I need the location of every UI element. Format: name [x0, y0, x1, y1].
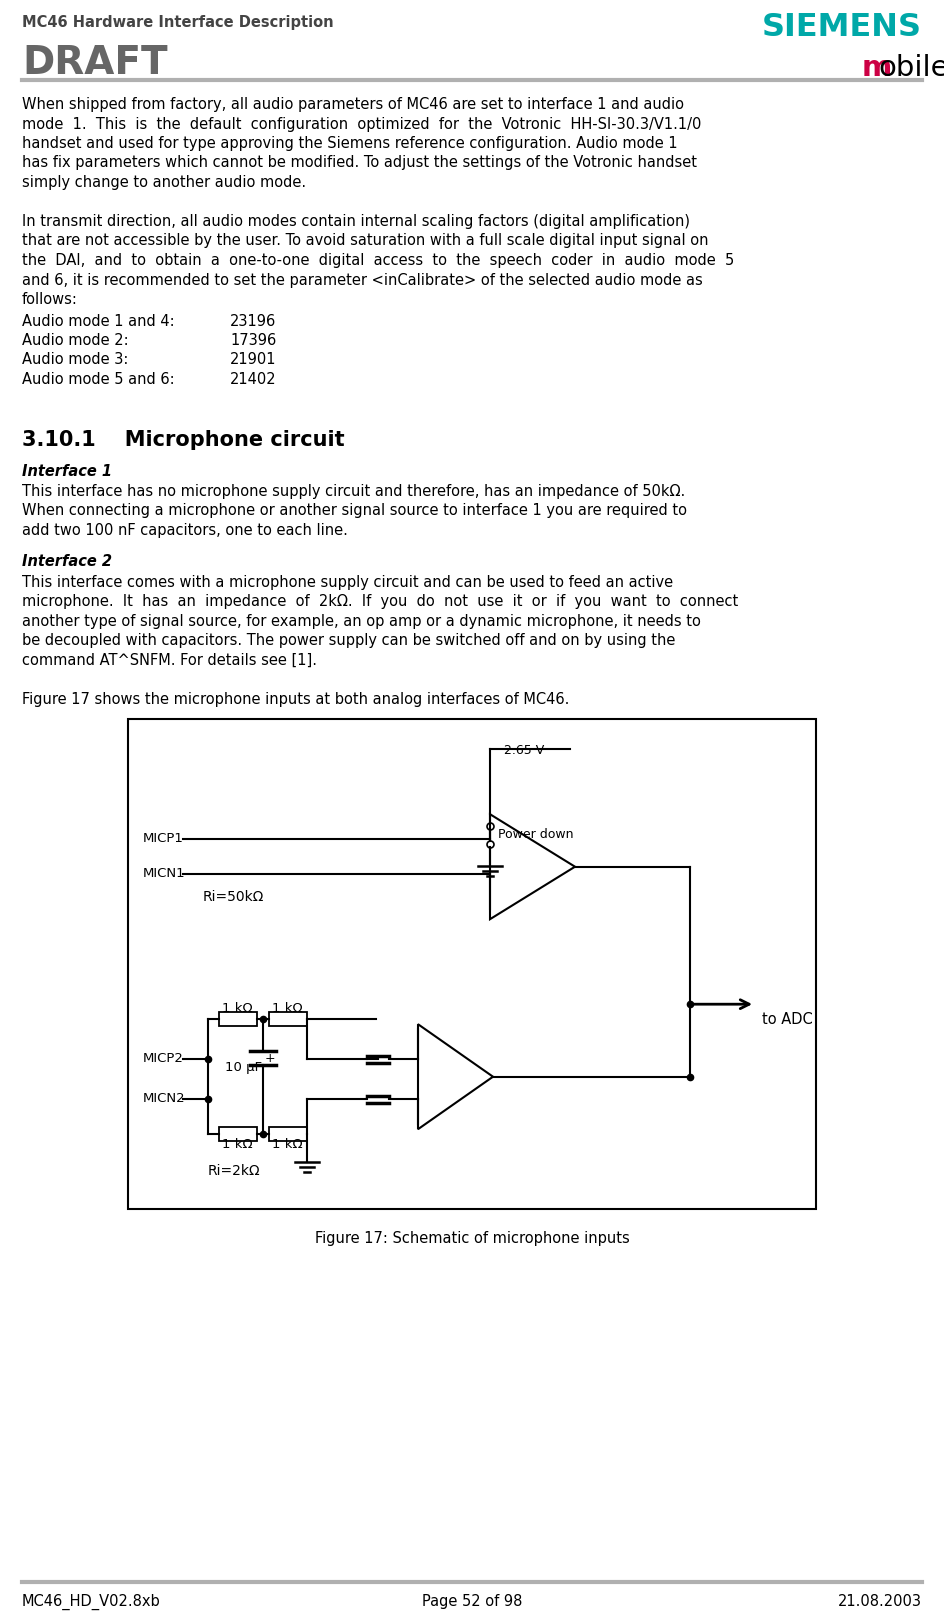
Bar: [219, 1012, 257, 1026]
Text: MC46 Hardware Interface Description: MC46 Hardware Interface Description: [22, 15, 333, 31]
Text: MICP1: MICP1: [143, 832, 184, 845]
Text: follows:: follows:: [22, 292, 77, 307]
Text: to ADC: to ADC: [762, 1012, 813, 1028]
Text: 10 µF: 10 µF: [225, 1062, 262, 1075]
Text: Interface 2: Interface 2: [22, 554, 112, 569]
Text: MC46_HD_V02.8xb: MC46_HD_V02.8xb: [22, 1593, 160, 1610]
Text: 2.65 V: 2.65 V: [504, 745, 545, 758]
Text: the  DAI,  and  to  obtain  a  one-to-one  digital  access  to  the  speech  cod: the DAI, and to obtain a one-to-one digi…: [22, 254, 734, 268]
Text: +: +: [265, 1052, 276, 1065]
Text: Ri=50kΩ: Ri=50kΩ: [203, 890, 264, 905]
Text: 21402: 21402: [230, 372, 277, 386]
Text: When shipped from factory, all audio parameters of MC46 are set to interface 1 a: When shipped from factory, all audio par…: [22, 97, 684, 112]
Text: 21901: 21901: [230, 352, 277, 367]
Text: 1 kΩ: 1 kΩ: [222, 1138, 253, 1151]
Text: command AT^SNFM. For details see [1].: command AT^SNFM. For details see [1].: [22, 653, 317, 667]
Bar: [219, 1128, 257, 1141]
Text: 17396: 17396: [230, 333, 277, 347]
Bar: [269, 1012, 307, 1026]
Text: MICP2: MICP2: [143, 1052, 184, 1065]
Text: obile: obile: [878, 53, 944, 82]
Text: Figure 17: Schematic of microphone inputs: Figure 17: Schematic of microphone input…: [314, 1231, 630, 1246]
Text: 3.10.1    Microphone circuit: 3.10.1 Microphone circuit: [22, 430, 345, 451]
Text: mode  1.  This  is  the  default  configuration  optimized  for  the  Votronic  : mode 1. This is the default configuratio…: [22, 116, 701, 131]
Text: Interface 1: Interface 1: [22, 464, 112, 478]
Bar: [269, 1128, 307, 1141]
Text: Power down: Power down: [498, 827, 574, 842]
Text: microphone.  It  has  an  impedance  of  2kΩ.  If  you  do  not  use  it  or  if: microphone. It has an impedance of 2kΩ. …: [22, 595, 738, 609]
Text: m: m: [862, 53, 892, 82]
Text: 21.08.2003: 21.08.2003: [838, 1593, 922, 1610]
Text: and 6, it is recommended to set the parameter <inCalibrate> of the selected audi: and 6, it is recommended to set the para…: [22, 273, 702, 288]
Text: that are not accessible by the user. To avoid saturation with a full scale digit: that are not accessible by the user. To …: [22, 233, 709, 249]
Text: Figure 17 shows the microphone inputs at both analog interfaces of MC46.: Figure 17 shows the microphone inputs at…: [22, 692, 569, 706]
Text: Ri=2kΩ: Ri=2kΩ: [208, 1164, 261, 1178]
Text: 1 kΩ: 1 kΩ: [272, 1002, 303, 1015]
Text: In transmit direction, all audio modes contain internal scaling factors (digital: In transmit direction, all audio modes c…: [22, 213, 690, 229]
Text: Audio mode 3:: Audio mode 3:: [22, 352, 128, 367]
Text: MICN1: MICN1: [143, 868, 186, 881]
Text: When connecting a microphone or another signal source to interface 1 you are req: When connecting a microphone or another …: [22, 504, 687, 519]
Text: Page 52 of 98: Page 52 of 98: [422, 1593, 522, 1610]
Text: another type of signal source, for example, an op amp or a dynamic microphone, i: another type of signal source, for examp…: [22, 614, 700, 629]
Text: This interface comes with a microphone supply circuit and can be used to feed an: This interface comes with a microphone s…: [22, 575, 673, 590]
Text: SIEMENS: SIEMENS: [762, 11, 922, 44]
Text: has fix parameters which cannot be modified. To adjust the settings of the Votro: has fix parameters which cannot be modif…: [22, 155, 697, 171]
Text: 1 kΩ: 1 kΩ: [272, 1138, 303, 1151]
Text: DRAFT: DRAFT: [22, 44, 168, 82]
Text: 23196: 23196: [230, 314, 277, 328]
Text: be decoupled with capacitors. The power supply can be switched off and on by usi: be decoupled with capacitors. The power …: [22, 633, 675, 648]
Text: 1 kΩ: 1 kΩ: [222, 1002, 253, 1015]
Text: This interface has no microphone supply circuit and therefore, has an impedance : This interface has no microphone supply …: [22, 485, 685, 499]
Text: Audio mode 2:: Audio mode 2:: [22, 333, 128, 347]
Text: add two 100 nF capacitors, one to each line.: add two 100 nF capacitors, one to each l…: [22, 524, 348, 538]
Text: handset and used for type approving the Siemens reference configuration. Audio m: handset and used for type approving the …: [22, 136, 678, 150]
Text: simply change to another audio mode.: simply change to another audio mode.: [22, 175, 306, 191]
Text: Audio mode 5 and 6:: Audio mode 5 and 6:: [22, 372, 175, 386]
Text: Audio mode 1 and 4:: Audio mode 1 and 4:: [22, 314, 175, 328]
Text: MICN2: MICN2: [143, 1092, 186, 1105]
Bar: [128, 719, 816, 1209]
